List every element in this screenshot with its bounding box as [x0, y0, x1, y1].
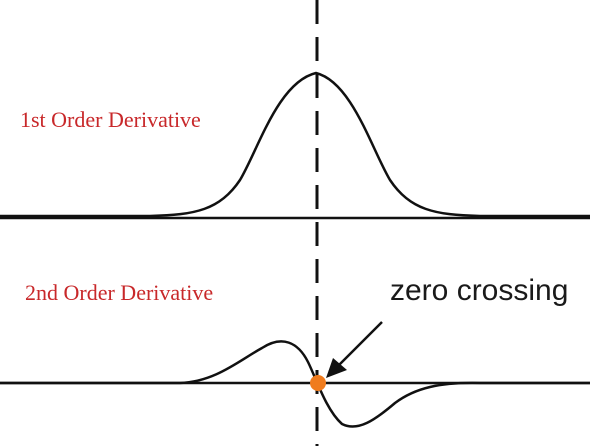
second-derivative-curve [0, 340, 590, 428]
zero-crossing-arrow [326, 321, 383, 378]
zero-crossing-label: zero crossing [390, 274, 568, 307]
second-derivative-label: 2nd Order Derivative [25, 280, 213, 305]
first-derivative-curve [0, 71, 590, 218]
first-derivative-label: 1st Order Derivative [20, 107, 201, 132]
zero-crossing-marker [310, 375, 326, 391]
